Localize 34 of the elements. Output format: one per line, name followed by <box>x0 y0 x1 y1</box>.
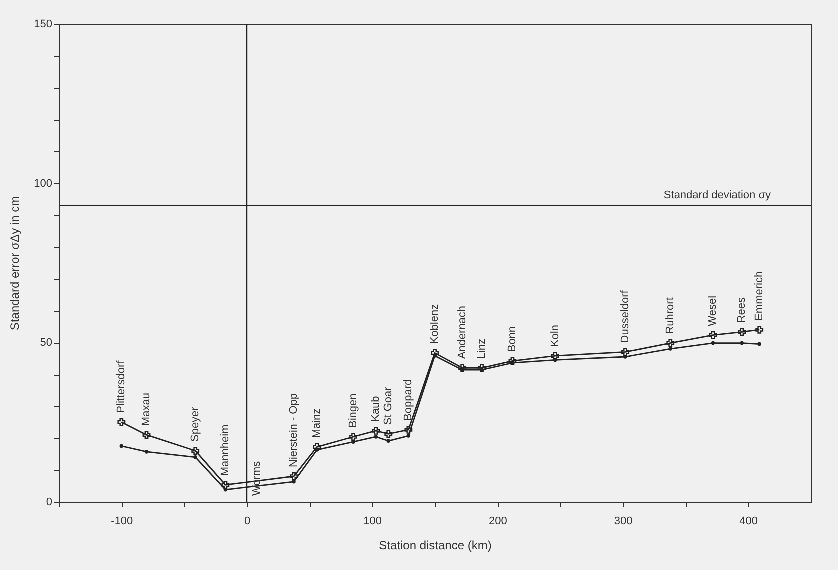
annotation: Mannheim <box>220 424 232 476</box>
x-tick-label: 300 <box>614 516 633 528</box>
annotation: Mainz <box>311 408 324 438</box>
y-tick-label: 150 <box>34 18 52 30</box>
annotation: Wesel <box>707 296 720 326</box>
x-tick-label: 100 <box>364 516 382 528</box>
annotation: St Goar <box>382 386 395 426</box>
y-axis-title: Standard error σΔy in cm <box>8 196 22 331</box>
x-tick-label: -100 <box>111 516 134 528</box>
annotation: Speyer <box>190 406 202 442</box>
annotation: Bingen <box>348 394 360 428</box>
ref-line-label: Worms <box>251 460 263 496</box>
annotation: Ruhrort <box>664 298 677 334</box>
annotation: Rees <box>736 296 748 324</box>
x-tick-label: 400 <box>740 516 758 528</box>
annotation: Kaub <box>370 396 382 422</box>
annotation: Koblenz <box>429 304 441 344</box>
annotation: Bonn <box>506 326 519 352</box>
y-tick-label: 100 <box>34 178 52 190</box>
annotation: Koln <box>549 325 562 348</box>
y-tick-label: 0 <box>46 496 52 508</box>
ref-line-label: Standard deviation σy <box>664 190 772 202</box>
y-tick-label: 50 <box>40 337 52 350</box>
annotation: Maxau <box>140 393 153 426</box>
annotation: Nierstein - Opp <box>288 394 300 468</box>
annotation: Dusseldorf <box>620 290 632 344</box>
x-tick-label: 0 <box>244 516 251 528</box>
x-tick-label: 200 <box>488 516 508 528</box>
x-axis-title: Station distance (km) <box>379 538 492 552</box>
annotation: Emmerich <box>754 271 766 321</box>
annotation: Boppard <box>402 379 415 421</box>
annotation: Plittersdorf <box>116 360 128 414</box>
annotation: Linz <box>476 338 488 360</box>
annotation: Andernach <box>456 306 469 360</box>
